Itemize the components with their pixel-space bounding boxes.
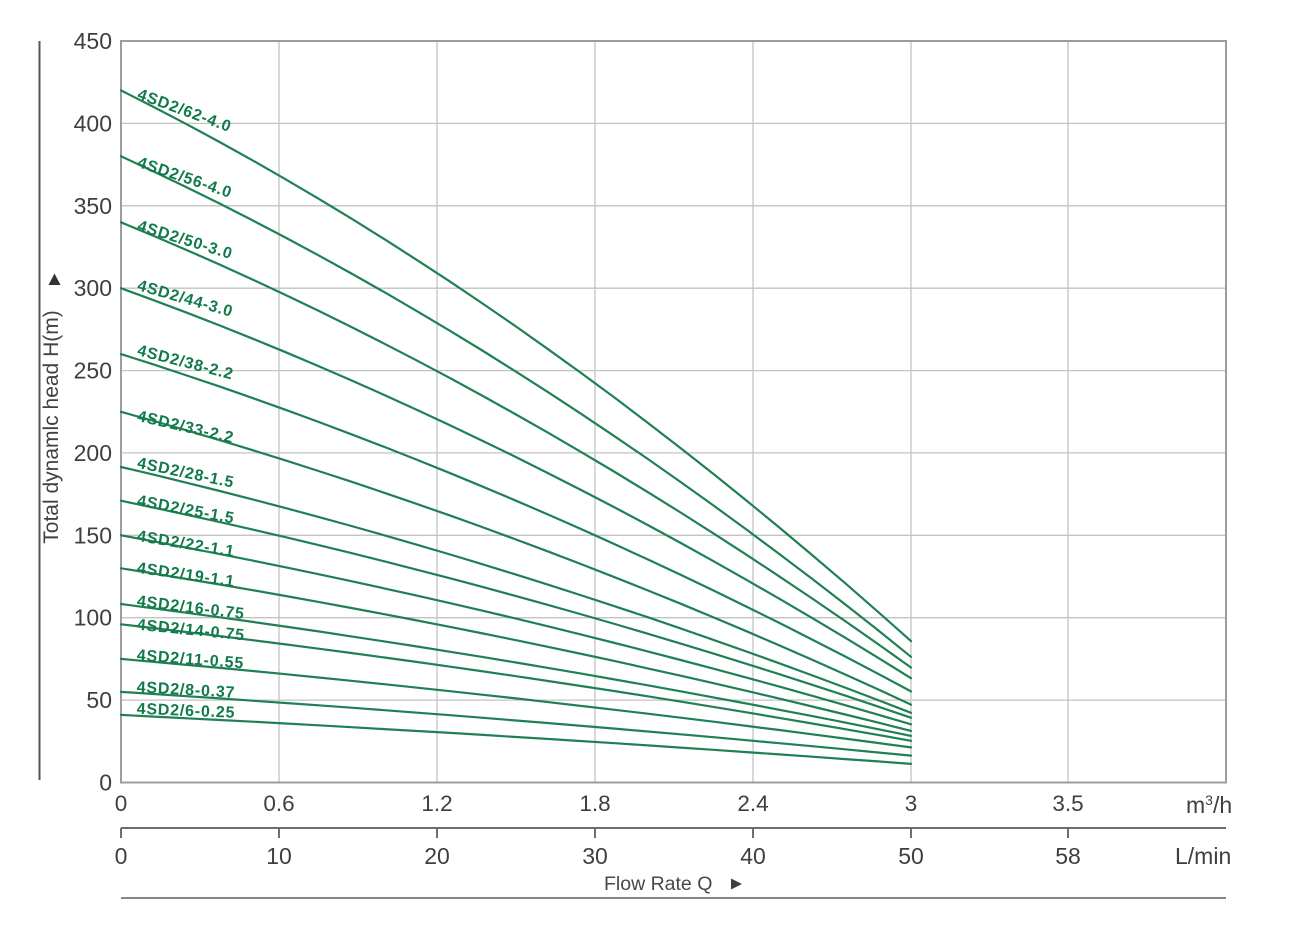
svg-text:150: 150 xyxy=(74,522,112,548)
svg-text:400: 400 xyxy=(74,110,112,136)
svg-text:0: 0 xyxy=(115,791,128,816)
svg-text:3.5: 3.5 xyxy=(1052,791,1083,816)
svg-text:250: 250 xyxy=(74,358,112,384)
svg-text:350: 350 xyxy=(74,193,112,219)
svg-text:20: 20 xyxy=(424,843,450,869)
svg-text:0: 0 xyxy=(115,843,128,869)
svg-text:1.8: 1.8 xyxy=(579,791,610,816)
svg-text:4SD2/8-0.37: 4SD2/8-0.37 xyxy=(136,679,235,701)
svg-text:1.2: 1.2 xyxy=(421,791,452,816)
svg-text:m3/h: m3/h xyxy=(1186,792,1232,818)
svg-text:50: 50 xyxy=(86,687,112,713)
svg-text:40: 40 xyxy=(740,843,766,869)
svg-text:4SD2/6-0.25: 4SD2/6-0.25 xyxy=(136,701,235,722)
svg-text:2.4: 2.4 xyxy=(737,791,768,816)
svg-text:Total dynamlc head H(m): Total dynamlc head H(m) xyxy=(40,310,63,543)
svg-text:10: 10 xyxy=(266,843,292,869)
svg-text:100: 100 xyxy=(74,605,112,631)
svg-text:30: 30 xyxy=(582,843,608,869)
svg-text:0: 0 xyxy=(99,770,112,796)
svg-text:50: 50 xyxy=(898,843,924,869)
svg-text:L/min: L/min xyxy=(1175,843,1231,869)
svg-text:450: 450 xyxy=(74,28,112,54)
svg-text:Flow Rate Q: Flow Rate Q xyxy=(604,873,712,895)
svg-text:3: 3 xyxy=(905,791,918,816)
svg-text:300: 300 xyxy=(74,275,112,301)
svg-text:200: 200 xyxy=(74,440,112,466)
svg-text:58: 58 xyxy=(1055,843,1081,869)
svg-text:0.6: 0.6 xyxy=(263,791,294,816)
